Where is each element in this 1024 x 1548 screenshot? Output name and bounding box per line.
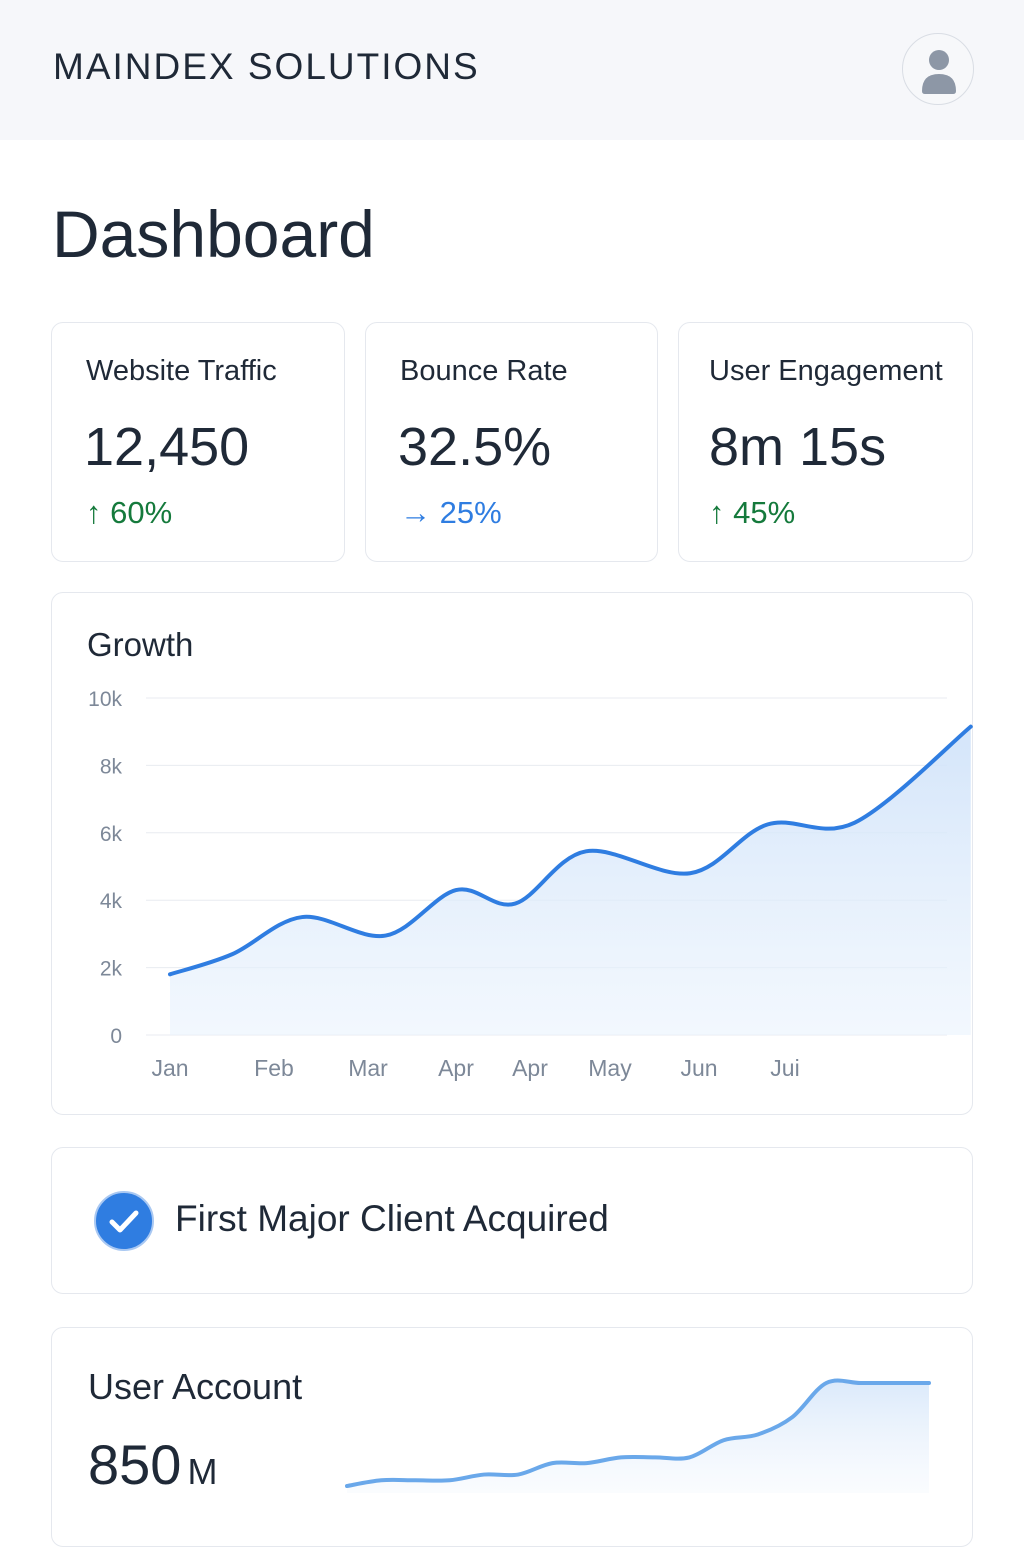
stat-card-website-traffic[interactable]: Website Traffic 12,450 ↑ 60%	[51, 322, 345, 562]
x-tick-label: Apr	[438, 1055, 474, 1081]
x-tick-label: Jan	[151, 1055, 188, 1081]
stat-card-bounce-rate[interactable]: Bounce Rate 32.5% → 25%	[365, 322, 658, 562]
x-tick-label: Feb	[254, 1055, 294, 1081]
stat-label: Bounce Rate	[400, 355, 568, 387]
account-sparkline	[345, 1378, 931, 1493]
y-tick-label: 10k	[88, 688, 122, 711]
stat-value: 8m 15s	[709, 417, 887, 477]
sparkline-area	[347, 1380, 929, 1493]
account-value: 850 M	[88, 1432, 217, 1497]
chart-title: Growth	[87, 626, 194, 663]
milestone-label: First Major Client Acquired	[175, 1198, 609, 1239]
y-tick-label: 8k	[100, 755, 123, 778]
growth-chart: 0 2k 4k 6k 8k 10k Jan Feb Mar Apr Apr May Jun Jui	[88, 688, 973, 1081]
account-number: 850	[88, 1433, 182, 1496]
y-tick-label: 2k	[100, 958, 123, 981]
account-unit: M	[187, 1451, 218, 1492]
app-header: MAINDEX SOLUTIONS	[0, 0, 1024, 140]
user-avatar-button[interactable]	[902, 33, 974, 105]
x-tick-label: Jui	[770, 1055, 799, 1081]
user-avatar-icon	[922, 50, 956, 94]
stat-label: User Engagement	[709, 355, 943, 387]
stat-change-up: ↑ 60%	[86, 495, 173, 530]
y-tick-label: 4k	[100, 890, 123, 913]
sparkline-line	[345, 1378, 931, 1488]
growth-chart-card: Growth 0 2k 4k 6k 8k 10k Jan Feb Mar Apr Apr May Jun…	[51, 592, 973, 1115]
milestone-card[interactable]: First Major Client Acquired	[51, 1147, 973, 1294]
x-tick-label: May	[588, 1055, 632, 1081]
growth-line	[168, 724, 973, 977]
stat-label: Website Traffic	[86, 355, 277, 387]
account-title: User Account	[88, 1366, 303, 1407]
stat-card-user-engagement[interactable]: User Engagement 8m 15s ↑ 45%	[678, 322, 973, 562]
user-account-card[interactable]: User Account 850 M	[51, 1327, 973, 1547]
growth-area	[170, 726, 971, 1035]
stat-change-up: ↑ 45%	[709, 495, 796, 530]
x-tick-label: Mar	[348, 1055, 388, 1081]
y-tick-label: 0	[110, 1025, 122, 1048]
page-title: Dashboard	[52, 197, 375, 271]
check-circle-icon	[94, 1191, 154, 1251]
x-tick-label: Apr	[512, 1055, 548, 1081]
stat-change-flat: → 25%	[400, 495, 502, 530]
brand-name: MAINDEX SOLUTIONS	[53, 46, 480, 87]
x-tick-label: Jun	[680, 1055, 717, 1081]
y-tick-label: 6k	[100, 823, 123, 846]
stat-value: 12,450	[84, 417, 250, 477]
stat-value: 32.5%	[398, 417, 552, 477]
